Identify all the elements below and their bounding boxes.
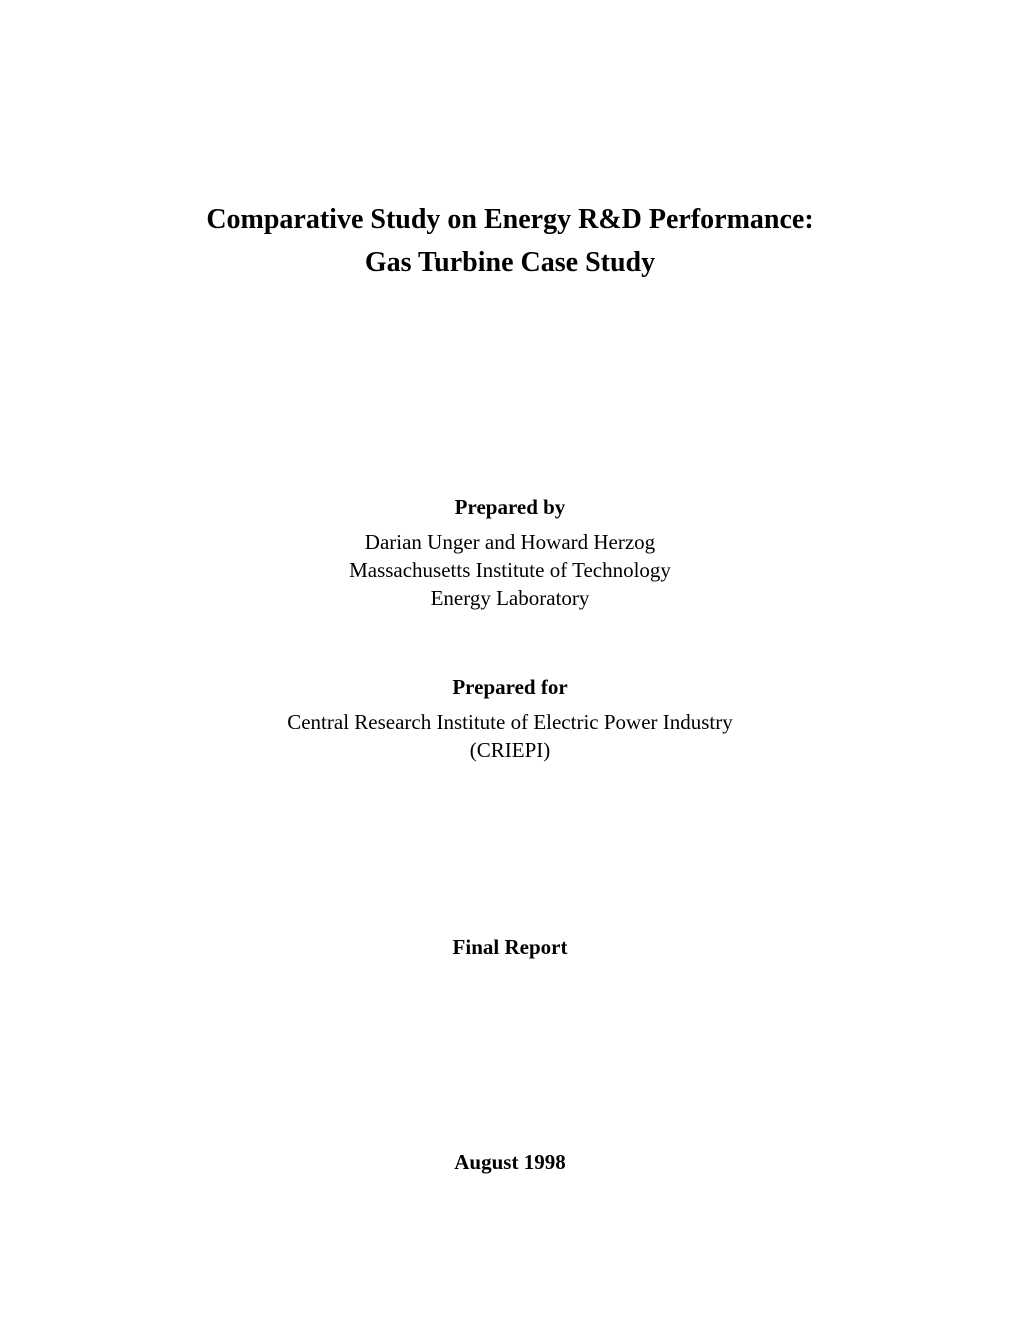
organization-line: Central Research Institute of Electric P… [0,708,1020,736]
title-line-1: Comparative Study on Energy R&D Performa… [0,198,1020,241]
institution-line: Massachusetts Institute of Technology [0,556,1020,584]
acronym-line: (CRIEPI) [0,736,1020,764]
document-page: Comparative Study on Energy R&D Performa… [0,0,1020,1320]
prepared-for-block: Prepared for Central Research Institute … [0,675,1020,765]
title-line-2: Gas Turbine Case Study [0,241,1020,284]
prepared-by-block: Prepared by Darian Unger and Howard Herz… [0,495,1020,613]
report-date: August 1998 [0,1150,1020,1175]
report-type: Final Report [0,935,1020,960]
prepared-by-heading: Prepared by [0,495,1020,520]
department-line: Energy Laboratory [0,584,1020,612]
report-type-block: Final Report [0,935,1020,960]
date-block: August 1998 [0,1150,1020,1175]
prepared-for-heading: Prepared for [0,675,1020,700]
title-block: Comparative Study on Energy R&D Performa… [0,198,1020,285]
authors-line: Darian Unger and Howard Herzog [0,528,1020,556]
